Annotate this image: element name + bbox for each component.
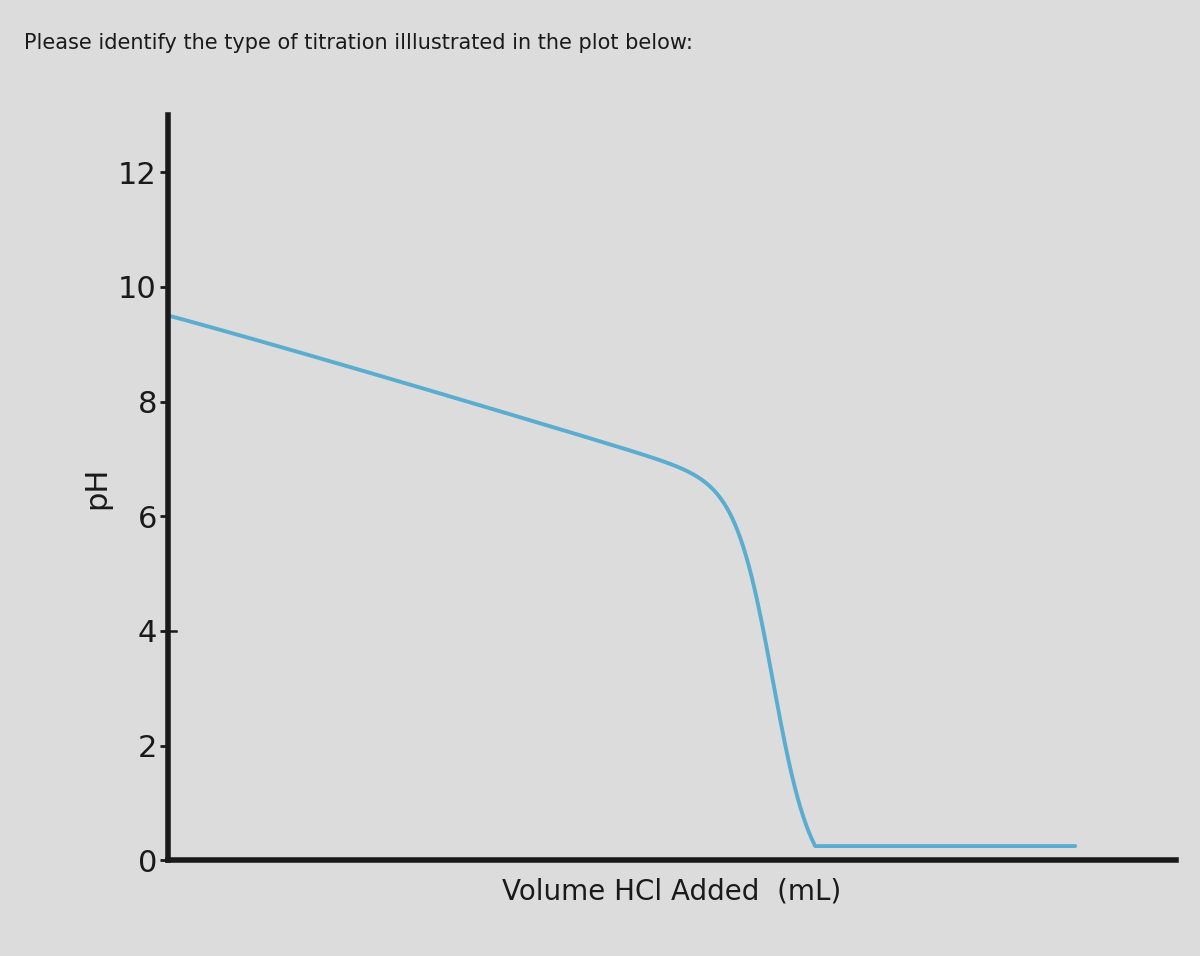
Y-axis label: pH: pH (82, 467, 112, 509)
X-axis label: Volume HCl Added  (mL): Volume HCl Added (mL) (503, 877, 841, 905)
Text: Please identify the type of titration illlustrated in the plot below:: Please identify the type of titration il… (24, 33, 692, 54)
